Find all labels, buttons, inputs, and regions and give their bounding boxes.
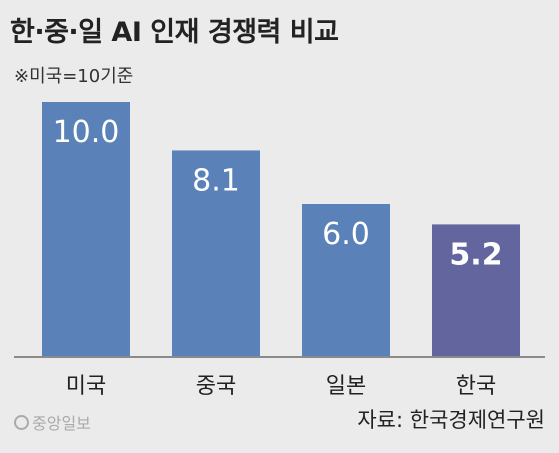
bar-1 (42, 102, 130, 357)
bar-3 (302, 204, 390, 357)
category-labels-group: 미국 중국 일본 한국 (66, 374, 496, 399)
category-label: 한국 (456, 374, 496, 399)
bar-2 (172, 150, 260, 357)
bar-value-label: 10.0 (53, 115, 120, 150)
bar-value-label: 5.2 (449, 237, 502, 272)
bar-value-label: 6.0 (322, 217, 370, 252)
bar-4 (432, 224, 520, 357)
logo-text: 중앙일보 (32, 414, 91, 433)
bars-group: 10.0 8.1 6.0 5.2 (42, 102, 520, 357)
category-label: 중국 (196, 374, 236, 399)
publisher-logo: 중앙일보 (14, 410, 91, 434)
chart-title: 한·중·일 AI 인재 경쟁력 비교 (10, 17, 339, 48)
bar-value-label: 8.1 (192, 163, 240, 198)
category-label: 일본 (326, 374, 366, 399)
source-note: 자료: 한국경제연구원 (357, 408, 545, 432)
category-label: 미국 (66, 374, 106, 399)
chart-subtitle: ※미국=10기준 (14, 66, 134, 87)
logo-mark-icon (14, 414, 29, 430)
